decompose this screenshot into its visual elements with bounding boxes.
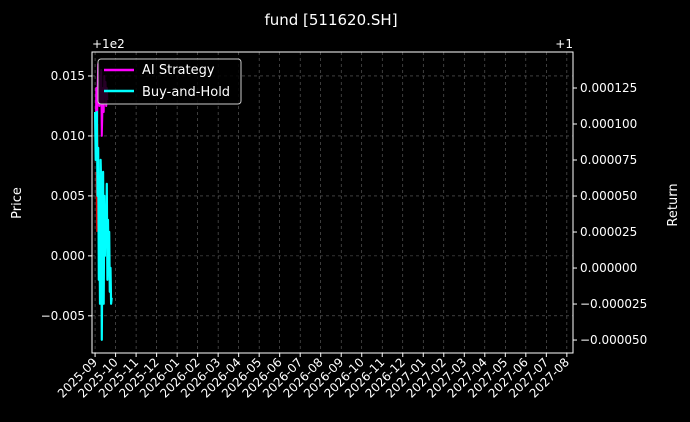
y-axis: −0.005 0.000 0.005 0.010 0.015: [41, 69, 92, 323]
legend-label-ai-strategy: AI Strategy: [142, 63, 215, 78]
legend-label-buy-and-hold: Buy-and-Hold: [142, 85, 230, 100]
y2-tick-label: 0.000050: [580, 189, 637, 203]
y-axis-label: Price: [10, 187, 25, 219]
y2-tick-label: −0.000025: [580, 297, 647, 311]
x-axis: 2025-092025-102025-112025-122026-012026-…: [55, 353, 572, 401]
y-offset-label: +1e2: [92, 37, 125, 51]
y-tick-label: 0.015: [51, 69, 85, 83]
y-tick-label: 0.000: [51, 249, 85, 263]
y-tick-label: 0.010: [51, 129, 85, 143]
y2-tick-label: 0.000100: [580, 117, 637, 131]
y2-tick-label: 0.000075: [580, 153, 637, 167]
y-tick-label: −0.005: [41, 309, 85, 323]
y2-axis-label: Return: [666, 183, 681, 226]
y2-offset-label: +1: [555, 37, 573, 51]
y2-tick-label: 0.000000: [580, 261, 637, 275]
series-line-buy-and-hold: [94, 110, 113, 341]
plot-frame: [91, 51, 574, 354]
chart-title: fund [511620.SH]: [264, 11, 397, 29]
y2-tick-label: 0.000025: [580, 225, 637, 239]
y-tick-label: 0.005: [51, 189, 85, 203]
y2-tick-label: 0.000125: [580, 81, 637, 95]
legend: AI Strategy Buy-and-Hold: [97, 58, 242, 105]
y2-tick-label: −0.000050: [580, 333, 647, 347]
y2-axis: −0.000050 −0.000025 0.000000 0.000025 0.0000…: [573, 81, 647, 347]
